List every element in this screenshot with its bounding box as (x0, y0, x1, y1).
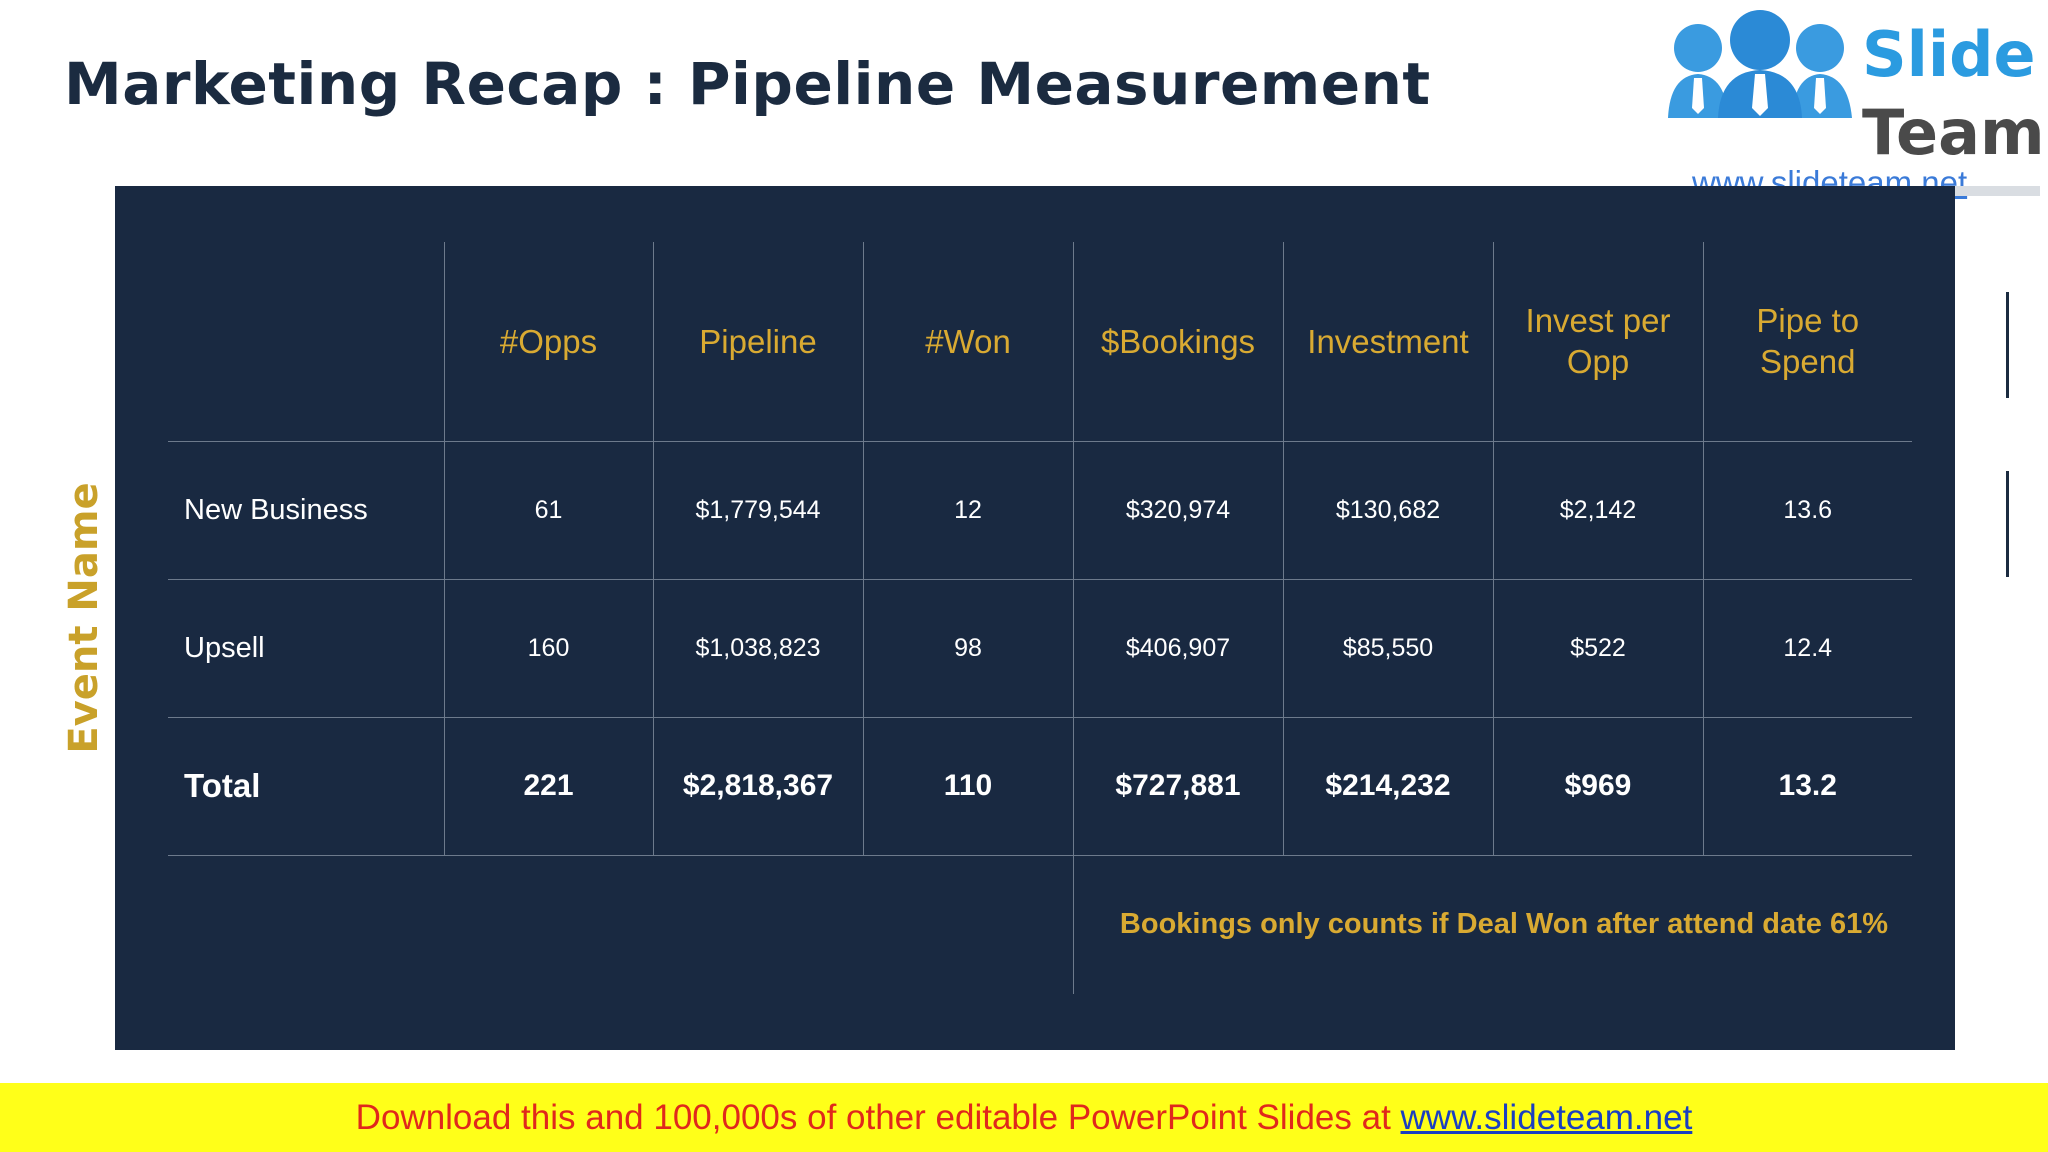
row-label: Total (168, 716, 445, 856)
banner-text-line: Download this and 100,000s of other edit… (0, 1083, 2048, 1152)
people-logo-icon (1668, 10, 1852, 118)
cell-won: 110 (862, 716, 1074, 856)
banner-link[interactable]: www.slideteam.net (1400, 1098, 1693, 1137)
row-label: Upsell (168, 578, 445, 718)
cell-invest-per-opp: $969 (1492, 716, 1704, 856)
pipeline-table: #Opps Pipeline #Won $Bookings Investment… (168, 242, 1912, 994)
cell-investment: $214,232 (1282, 716, 1494, 856)
cell-bookings: $320,974 (1072, 440, 1284, 580)
cell-pipe-to-spend: 13.2 (1702, 716, 1912, 856)
header-invest-per-opp: Invest per Opp (1492, 242, 1704, 442)
logo-word-team: Team (1862, 96, 2045, 169)
side-accent-bar (2006, 292, 2009, 398)
cell-investment: $85,550 (1282, 578, 1494, 718)
cell-won: 12 (862, 440, 1074, 580)
event-name-label: Event Name (61, 482, 107, 754)
header-pipeline: Pipeline (652, 242, 864, 442)
cell-pipe-to-spend: 13.6 (1702, 440, 1912, 580)
cell-opps: 160 (443, 578, 654, 718)
header-won: #Won (862, 242, 1074, 442)
cell-opps: 221 (443, 716, 654, 856)
table-row-total: Total 221 $2,818,367 110 $727,881 $214,2… (168, 716, 1912, 856)
header-opps: #Opps (443, 242, 654, 442)
cell-invest-per-opp: $2,142 (1492, 440, 1704, 580)
header-bookings: $Bookings (1072, 242, 1284, 442)
cell-pipe-to-spend: 12.4 (1702, 578, 1912, 718)
logo-word-slide: Slide (1862, 18, 2036, 91)
table-header-row: #Opps Pipeline #Won $Bookings Investment… (168, 242, 1912, 442)
note-spacer (168, 854, 1074, 994)
cell-pipeline: $1,038,823 (652, 578, 864, 718)
cell-invest-per-opp: $522 (1492, 578, 1704, 718)
table-panel: #Opps Pipeline #Won $Bookings Investment… (115, 186, 1955, 1050)
row-label: New Business (168, 440, 445, 580)
cell-opps: 61 (443, 440, 654, 580)
cell-bookings: $727,881 (1072, 716, 1284, 856)
download-banner: Download this and 100,000s of other edit… (0, 1083, 2048, 1152)
cell-pipeline: $2,818,367 (652, 716, 864, 856)
table-row-new-business: New Business 61 $1,779,544 12 $320,974 $… (168, 440, 1912, 580)
banner-text: Download this and 100,000s of other edit… (355, 1098, 1401, 1137)
slideteam-logo[interactable]: Slide Team www.slideteam.net (1640, 0, 2045, 201)
cell-investment: $130,682 (1282, 440, 1494, 580)
header-cell-blank (168, 242, 445, 442)
header-pipe-to-spend: Pipe to Spend (1702, 242, 1912, 442)
side-accent-bar (2006, 471, 2009, 577)
bookings-note: Bookings only counts if Deal Won after a… (1072, 854, 1912, 994)
table-row-upsell: Upsell 160 $1,038,823 98 $406,907 $85,55… (168, 578, 1912, 718)
cell-pipeline: $1,779,544 (652, 440, 864, 580)
cell-bookings: $406,907 (1072, 578, 1284, 718)
slide-title: Marketing Recap : Pipeline Measurement (64, 50, 1431, 118)
header-investment: Investment (1282, 242, 1494, 442)
cell-won: 98 (862, 578, 1074, 718)
table-note-row: Bookings only counts if Deal Won after a… (168, 854, 1912, 994)
